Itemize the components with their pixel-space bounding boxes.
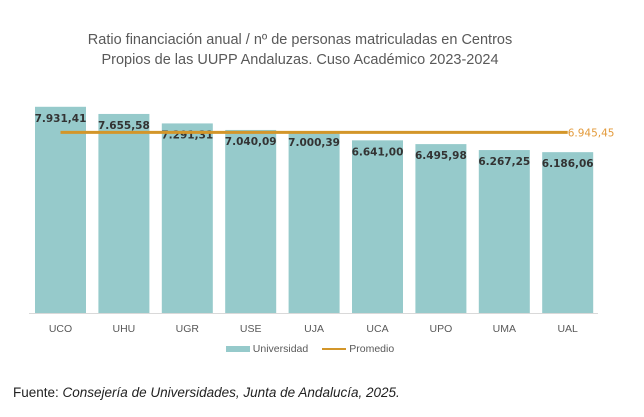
x-tick-uhu: UHU [113, 323, 136, 335]
data-label-uma: 6.267,25 [478, 156, 530, 168]
data-label-uco: 7.931,41 [35, 113, 87, 125]
bar-uma [478, 150, 530, 313]
x-tick-uca: UCA [366, 323, 388, 335]
legend-swatch-line [322, 348, 347, 350]
legend-item-universidad: Universidad [225, 343, 309, 355]
bar-uja [288, 130, 340, 313]
x-tick-ual: UAL [557, 323, 578, 335]
x-tick-ugr: UGR [176, 323, 200, 335]
bar-ugr [161, 123, 213, 314]
bar-ual [542, 152, 594, 313]
average-label: 6.945,45 [568, 127, 615, 139]
x-tick-use: USE [240, 323, 262, 335]
source-note: Fuente: Consejería de Universidades, Jun… [13, 385, 400, 400]
source-text: Consejería de Universidades, Junta de An… [62, 385, 400, 400]
x-tick-uco: UCO [49, 323, 72, 335]
data-label-use: 7.040,09 [225, 136, 277, 148]
source-prefix: Fuente: [13, 385, 63, 400]
chart-title-line-1: Ratio financiación anual / nº de persona… [87, 32, 513, 48]
bar-uca [352, 140, 403, 313]
legend-swatch-bar [225, 346, 250, 352]
bar-use [225, 129, 277, 313]
bar-uhu [98, 113, 150, 313]
x-tick-uja: UJA [304, 323, 324, 335]
data-label-uja: 7.000,39 [288, 137, 340, 149]
data-label-upo: 6.495,98 [415, 150, 467, 162]
chart-title-line-2: Propios de las UUPP Andaluzas. Cuso Acad… [101, 52, 499, 68]
legend-item-promedio: Promedio [322, 343, 394, 355]
bar-upo [415, 144, 467, 313]
data-label-uca: 6.641,00 [352, 146, 404, 158]
x-tick-upo: UPO [430, 323, 453, 335]
data-label-ual: 6.186,06 [542, 158, 594, 170]
bar-uco [35, 106, 86, 313]
legend-label-promedio: Promedio [349, 343, 395, 355]
chart-title: Ratio financiación anual / nº de persona… [0, 30, 600, 70]
x-tick-uma: UMA [493, 323, 516, 335]
legend-label-universidad: Universidad [252, 343, 309, 355]
legend: Universidad Promedio [0, 343, 620, 355]
data-label-uhu: 7.655,58 [98, 120, 150, 132]
